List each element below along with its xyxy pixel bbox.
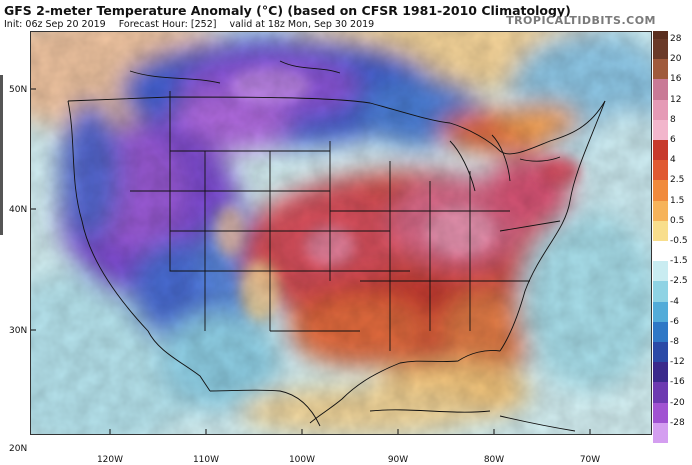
legend-label: -2.5 [670,276,688,287]
legend-label: -28 [670,417,685,428]
legend-swatch [653,261,668,282]
viewer-edge [0,75,3,235]
legend-label: -1.5 [670,256,688,267]
legend-label: -8 [670,337,679,347]
legend-swatch [653,39,668,60]
anomaly-field [30,31,652,435]
legend-swatch [653,342,668,363]
legend-swatch [653,119,668,141]
lon-label-90w: 90W [387,455,409,465]
lon-label-110w: 110W [192,455,220,465]
legend-swatch [653,59,668,80]
geographic-borders [67,60,606,432]
legend-label: -4 [670,296,679,307]
legend-label: -6 [670,316,679,327]
legend-swatch [653,281,668,303]
legend-label: 28 [670,34,682,44]
site-brand: TROPICALTIDBITS.COM [506,14,656,27]
legend-swatch [653,321,668,343]
legend-swatch [653,402,668,424]
lon-label-120w: 120W [96,455,124,465]
legend-swatch [653,362,668,383]
legend-swatch [653,220,668,242]
legend-swatch [653,241,668,262]
anomaly-map [30,31,652,435]
legend-swatch [653,422,668,444]
legend-swatch [653,200,668,222]
legend-swatch [653,99,668,121]
legend-label: 4 [670,155,676,166]
legend-label: -20 [670,397,685,408]
legend-label: 12 [670,94,682,105]
lat-label-40n: 40N [9,205,28,215]
valid-time: valid at 18z Mon, Sep 30 2019 [229,19,375,30]
lat-label-50n: 50N [9,85,28,95]
lat-label-20n: 20N [9,444,28,454]
lat-label-30n: 30N [9,326,28,336]
legend-swatch-max [653,31,668,39]
map-subtitle: Init: 06z Sep 20 2019 Forecast Hour: [25… [4,19,564,30]
legend-label: -0.5 [670,236,688,246]
legend-label: -12 [670,357,685,368]
legend-swatch [653,79,668,101]
legend-swatch [653,382,668,404]
init-time: Init: 06z Sep 20 2019 [4,19,106,30]
color-legend: 28 20 16 12 8 6 4 2.5 1.5 0.5 -0.5 -1.5 -2.5 -4 -6 -8 -1… [653,31,692,445]
lon-label-100w: 100W [288,455,316,465]
legend-label: 0.5 [670,215,685,226]
legend-label: 16 [670,74,682,85]
legend-swatch [653,180,668,202]
lon-label-80w: 80W [483,455,505,465]
legend-swatch [653,301,668,323]
legend-label: 6 [670,135,676,145]
legend-swatch [653,140,668,161]
legend-swatch [653,160,668,181]
legend-label: 20 [670,54,682,65]
map-title: GFS 2-meter Temperature Anomaly (°C) (ba… [4,3,571,18]
legend-label: 1.5 [670,195,685,206]
forecast-hour: Forecast Hour: [252] [118,19,217,30]
legend-label: -16 [670,377,685,388]
legend-label: 2.5 [670,175,685,186]
lon-label-70w: 70W [579,455,601,465]
legend-label: 8 [670,114,676,125]
